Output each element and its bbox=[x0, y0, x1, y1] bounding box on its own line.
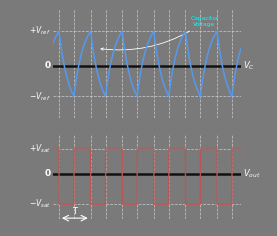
Text: 0: 0 bbox=[45, 61, 51, 70]
Text: T: T bbox=[72, 207, 77, 216]
Text: $+V_{sat}$: $+V_{sat}$ bbox=[29, 143, 51, 155]
Text: $V_C$: $V_C$ bbox=[243, 59, 255, 72]
Text: 0: 0 bbox=[45, 169, 51, 178]
Text: $-V_{sat}$: $-V_{sat}$ bbox=[29, 198, 51, 211]
Text: $+V_{ref}$: $+V_{ref}$ bbox=[29, 25, 51, 37]
Text: Capacitor
Voltage: Capacitor Voltage bbox=[101, 16, 219, 50]
Text: $-V_{ref}$: $-V_{ref}$ bbox=[29, 90, 51, 102]
Text: $V_{out}$: $V_{out}$ bbox=[243, 167, 260, 180]
